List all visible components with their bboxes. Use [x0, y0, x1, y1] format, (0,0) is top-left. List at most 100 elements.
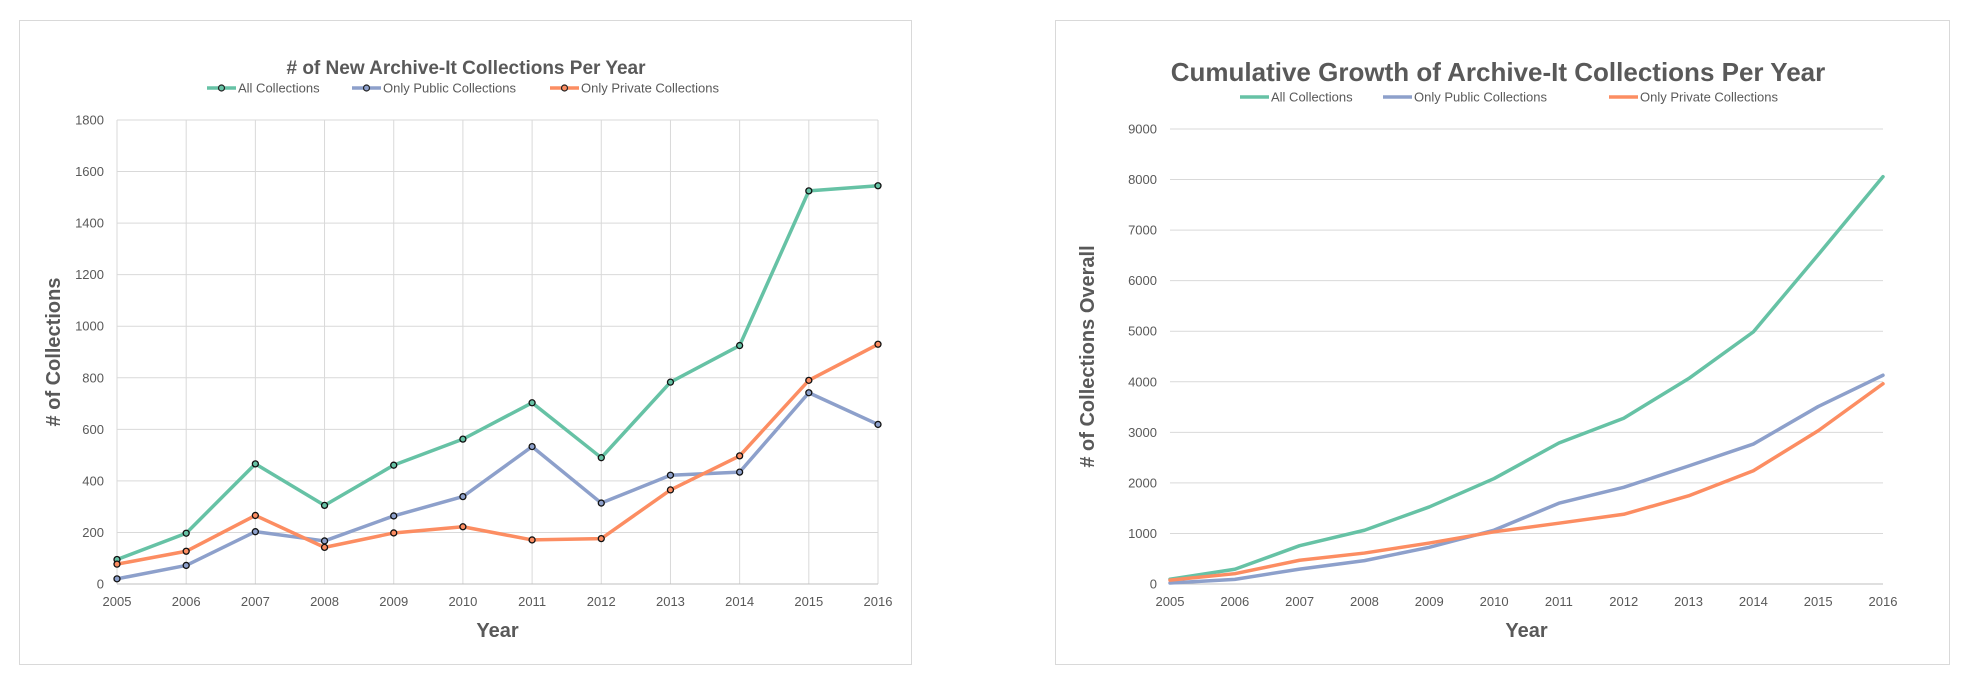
data-point	[320, 501, 329, 510]
data-point	[874, 420, 882, 429]
y-tick-label: 800	[82, 370, 104, 385]
series-line-all-collections	[1168, 174, 1885, 581]
x-tick-label: 2009	[1415, 594, 1444, 609]
data-point	[528, 536, 536, 544]
data-point	[874, 182, 882, 190]
series-line-only-public-collections	[115, 390, 880, 581]
y-tick-label: 0	[97, 577, 104, 592]
y-tick-label: 200	[82, 525, 104, 540]
x-tick-label: 2011	[518, 594, 546, 609]
data-point	[390, 529, 398, 537]
x-tick-label: 2008	[1350, 594, 1379, 609]
chart-title: Cumulative Growth of Archive-It Collecti…	[1171, 57, 1826, 87]
x-tick-label: 2006	[172, 594, 201, 609]
data-point	[666, 471, 675, 479]
x-tick-label: 2010	[1480, 594, 1509, 609]
new-collections-chart-panel: # of New Archive-It Collections Per Year…	[19, 20, 912, 665]
data-point	[251, 460, 260, 468]
x-tick-label: 2014	[725, 594, 754, 609]
y-tick-label: 4000	[1128, 374, 1157, 389]
gridlines	[116, 119, 879, 585]
data-point	[320, 537, 329, 545]
data-point	[597, 499, 605, 507]
x-tick-label: 2013	[1674, 594, 1703, 609]
y-tick-label: 0	[1150, 577, 1157, 592]
series-line-all-collections	[115, 183, 880, 562]
x-tick-label: 2012	[587, 594, 616, 609]
series-all-collections	[1168, 174, 1885, 581]
x-axis-title: Year	[1505, 620, 1547, 642]
data-point	[597, 534, 605, 543]
series-only-public-collections	[113, 389, 882, 583]
data-point	[459, 523, 467, 531]
x-tick-label: 2005	[103, 594, 132, 609]
y-tick-label: 5000	[1128, 324, 1157, 339]
x-tick-label: 2006	[1220, 594, 1249, 609]
y-tick-label: 1200	[75, 267, 104, 282]
x-tick-label: 2011	[1545, 594, 1573, 609]
x-tick-label: 2012	[1609, 594, 1638, 609]
x-tick-label: 2014	[1739, 594, 1768, 609]
chart-title: # of New Archive-It Collections Per Year	[286, 58, 646, 79]
data-point	[735, 468, 744, 476]
series-line-only-private-collections	[1168, 381, 1885, 582]
data-point	[666, 486, 675, 494]
cumulative-growth-chart-panel: Cumulative Growth of Archive-It Collecti…	[1055, 20, 1950, 665]
x-tick-label: 2016	[864, 594, 893, 609]
legend-label-only-public-collections: Only Public Collections	[383, 81, 516, 96]
data-point	[874, 340, 882, 348]
series-only-public-collections	[1168, 373, 1885, 585]
y-tick-label: 1600	[75, 164, 104, 179]
y-tick-label: 7000	[1128, 223, 1157, 238]
data-point	[459, 435, 467, 443]
y-tick-label: 600	[82, 422, 104, 437]
data-point	[528, 399, 536, 407]
data-point	[805, 389, 813, 397]
y-tick-label: 400	[82, 473, 104, 488]
y-tick-label: 9000	[1128, 122, 1157, 137]
data-point	[251, 511, 260, 520]
y-tick-label: 1000	[75, 319, 104, 334]
data-point	[390, 461, 398, 469]
y-tick-label: 3000	[1128, 425, 1157, 440]
y-tick-label: 1400	[75, 216, 104, 231]
x-tick-label: 2013	[656, 594, 685, 609]
x-tick-label: 2007	[1285, 594, 1314, 609]
data-point	[320, 543, 329, 552]
x-tick-label: 2010	[448, 594, 477, 609]
x-tick-label: 2009	[379, 594, 408, 609]
x-axis-title: Year	[476, 620, 518, 642]
data-point	[528, 442, 536, 451]
series-all-collections	[113, 182, 882, 564]
data-point	[182, 561, 190, 570]
y-tick-label: 8000	[1128, 172, 1157, 187]
series-line-only-private-collections	[115, 342, 880, 566]
legend-marker-only-private-collections	[560, 84, 569, 92]
x-tick-label: 2016	[1869, 594, 1898, 609]
y-tick-label: 6000	[1128, 273, 1157, 288]
y-axis-title: # of Collections Overall	[1077, 245, 1099, 467]
new-collections-chart: # of New Archive-It Collections Per Year…	[43, 58, 893, 642]
data-point	[666, 378, 675, 386]
legend: All Collections Only Public Collections On…	[1240, 90, 1778, 105]
data-point	[390, 512, 398, 520]
data-point	[251, 528, 260, 536]
legend-label-only-public-collections: Only Public Collections	[1414, 90, 1547, 105]
legend-label-only-private-collections: Only Private Collections	[1640, 90, 1778, 105]
legend-label-all-collections: All Collections	[1271, 90, 1353, 105]
y-tick-label: 1000	[1128, 526, 1157, 541]
data-point	[735, 341, 744, 350]
x-tick-label: 2015	[1804, 594, 1833, 609]
data-point	[113, 560, 121, 568]
data-point	[805, 376, 813, 385]
cumulative-growth-chart: Cumulative Growth of Archive-It Collecti…	[1077, 57, 1898, 642]
series-only-private-collections	[113, 340, 882, 568]
x-tick-label: 2015	[794, 594, 823, 609]
data-point	[735, 452, 744, 460]
data-point	[113, 575, 121, 583]
x-tick-label: 2005	[1156, 594, 1185, 609]
legend-label-all-collections: All Collections	[238, 81, 320, 96]
data-point	[597, 454, 605, 462]
data-point	[805, 187, 813, 195]
data-point	[182, 529, 190, 537]
